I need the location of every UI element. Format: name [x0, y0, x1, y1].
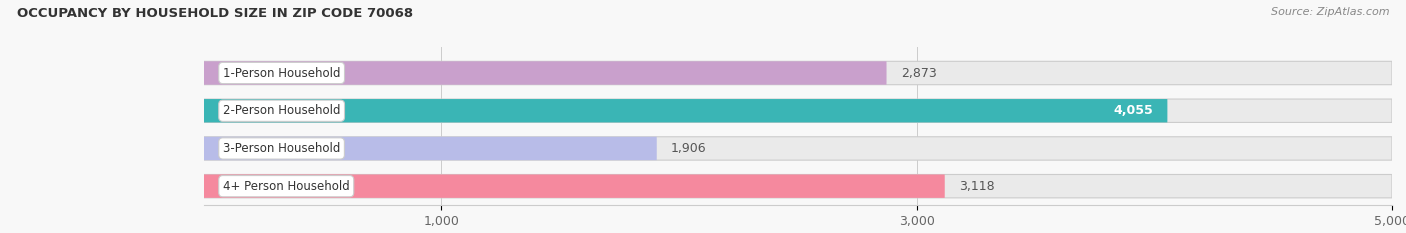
FancyBboxPatch shape [204, 175, 1392, 198]
Text: Source: ZipAtlas.com: Source: ZipAtlas.com [1271, 7, 1389, 17]
FancyBboxPatch shape [204, 61, 1392, 85]
FancyBboxPatch shape [204, 137, 1392, 160]
Text: 2,873: 2,873 [901, 66, 936, 79]
Text: 3,118: 3,118 [959, 180, 994, 193]
FancyBboxPatch shape [204, 175, 945, 198]
Text: OCCUPANCY BY HOUSEHOLD SIZE IN ZIP CODE 70068: OCCUPANCY BY HOUSEHOLD SIZE IN ZIP CODE … [17, 7, 413, 20]
Text: 4,055: 4,055 [1114, 104, 1153, 117]
FancyBboxPatch shape [204, 99, 1167, 122]
FancyBboxPatch shape [204, 61, 887, 85]
Text: 2-Person Household: 2-Person Household [224, 104, 340, 117]
FancyBboxPatch shape [204, 99, 1392, 122]
Text: 1,906: 1,906 [671, 142, 707, 155]
Text: 4+ Person Household: 4+ Person Household [224, 180, 350, 193]
FancyBboxPatch shape [204, 137, 657, 160]
Text: 3-Person Household: 3-Person Household [224, 142, 340, 155]
Text: 1-Person Household: 1-Person Household [224, 66, 340, 79]
